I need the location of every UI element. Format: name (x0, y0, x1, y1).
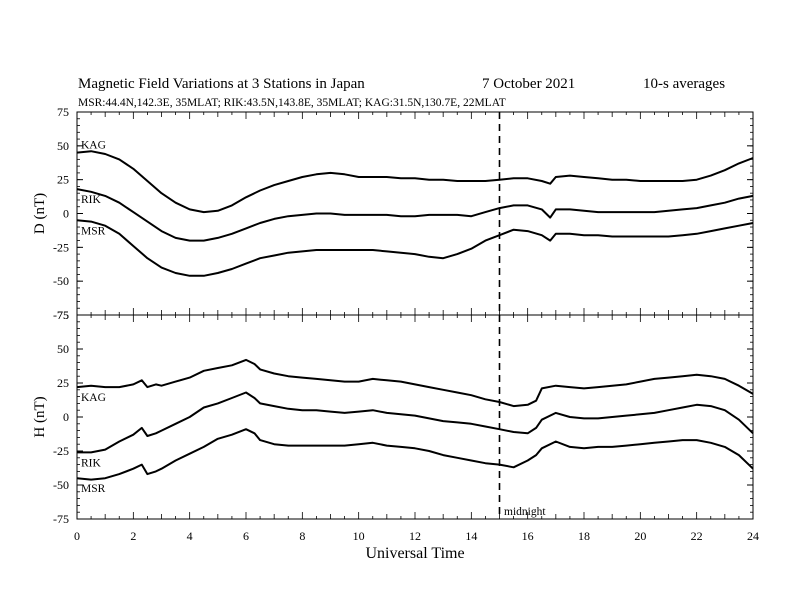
y-axis-label: D (nT) (32, 193, 48, 234)
y-tick-label: 75 (57, 308, 69, 322)
stations-line: MSR:44.4N,142.3E, 35MLAT; RIK:43.5N,143.… (78, 97, 506, 109)
chart-averages: 10-s averages (643, 76, 725, 92)
x-tick-label: 8 (299, 529, 305, 543)
y-tick-label: 0 (63, 410, 69, 424)
y-tick-label: -25 (53, 240, 69, 254)
series-line-msr (76, 428, 754, 481)
series-line-kag (76, 358, 754, 408)
series-label-kag: KAG (81, 392, 106, 404)
x-tick-label: 0 (74, 529, 80, 543)
series-label-rik: RIK (81, 194, 102, 206)
series-line-rik (76, 188, 754, 242)
series-line-rik (77, 391, 754, 454)
plot-panels: -75 -50 -25 0 25 50 75 D (nT) KAG RIK MSR -75 -50 -25… (32, 105, 759, 543)
series-line-kag (76, 150, 754, 214)
panel-frame (76, 314, 754, 520)
x-tick-label: 10 (353, 529, 365, 543)
x-tick-label: 22 (691, 529, 703, 543)
series-label-rik: RIK (81, 457, 102, 469)
midnight-label: midnight (504, 506, 546, 518)
y-tick-label: 25 (57, 376, 69, 390)
y-tick-label: -25 (53, 444, 69, 458)
y-tick-label: -50 (53, 274, 69, 288)
series-label-msr: MSR (81, 483, 106, 495)
chart-title: Magnetic Field Variations at 3 Stations … (78, 76, 365, 92)
x-tick-label: 16 (522, 529, 534, 543)
series-label-msr: MSR (81, 225, 106, 237)
x-axis-label: Universal Time (365, 545, 464, 562)
x-tick-label: 20 (634, 529, 646, 543)
x-tick-label: 2 (130, 529, 136, 543)
x-tick-label: 4 (187, 529, 193, 543)
y-tick-label: 50 (57, 139, 69, 153)
x-tick-label: 14 (465, 529, 477, 543)
x-tick-label: 24 (747, 529, 759, 543)
x-tick-label: 12 (409, 529, 421, 543)
x-tick-label: 18 (578, 529, 590, 543)
y-tick-label: 50 (57, 342, 69, 356)
panel-frame (76, 111, 754, 316)
y-tick-label: 75 (57, 105, 69, 119)
y-axis-label: H (nT) (32, 396, 48, 437)
chart-date: 7 October 2021 (482, 76, 575, 92)
series-line-msr (76, 219, 754, 277)
y-tick-label: 0 (63, 207, 69, 221)
x-tick-label: 6 (243, 529, 249, 543)
y-tick-label: -75 (53, 512, 69, 526)
y-tick-label: -75 (53, 308, 69, 322)
y-tick-label: 25 (57, 173, 69, 187)
series-label-kag: KAG (81, 140, 106, 152)
y-tick-label: -50 (53, 478, 69, 492)
